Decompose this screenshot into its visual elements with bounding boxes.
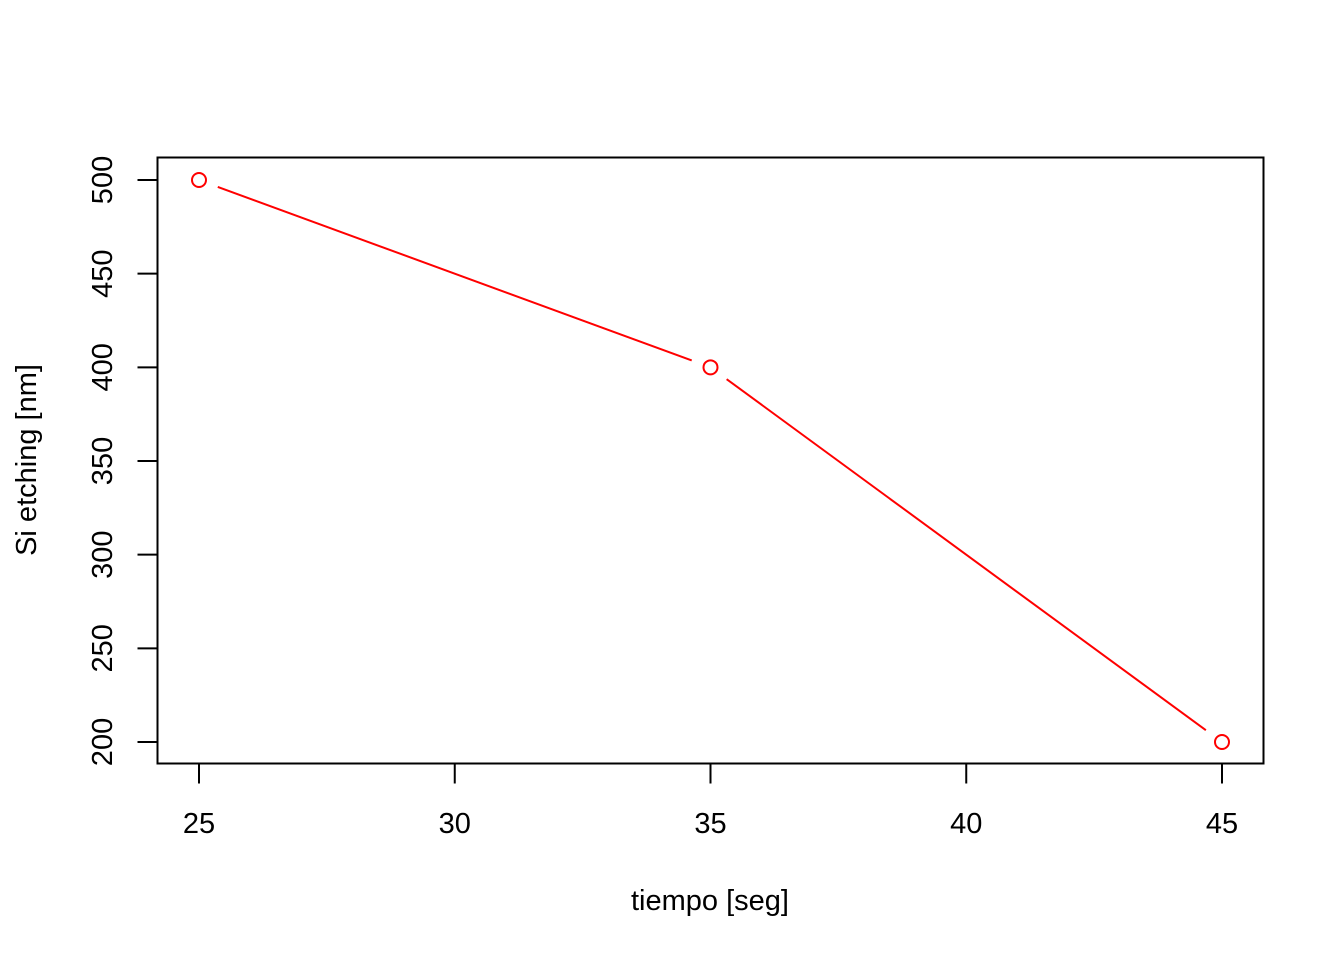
y-tick-label: 350	[87, 437, 119, 485]
y-tick-label: 300	[87, 530, 119, 578]
x-tick-label: 45	[1206, 808, 1238, 840]
y-axis-title: Si etching [nm]	[11, 364, 43, 556]
x-axis: 25 30 35 40 45	[183, 762, 1238, 840]
y-tick-label: 400	[87, 343, 119, 391]
y-tick-label: 200	[87, 718, 119, 766]
y-tick-label: 250	[87, 624, 119, 672]
data-point	[702, 359, 719, 376]
series-line-segment	[726, 378, 1207, 731]
y-tick-label: 450	[87, 249, 119, 297]
x-tick-label: 40	[950, 808, 982, 840]
x-tick-label: 35	[694, 808, 726, 840]
y-axis: 200 250 300 350 400 450 500	[87, 156, 159, 766]
x-axis-title: tiempo [seg]	[631, 885, 789, 917]
data-point	[1214, 734, 1230, 750]
data-point	[191, 172, 207, 188]
series-layer	[191, 172, 1230, 750]
x-tick-label: 25	[183, 808, 215, 840]
series-line-segment	[217, 185, 693, 362]
plot-frame	[156, 156, 1265, 765]
x-tick-label: 30	[439, 808, 471, 840]
y-tick-label: 500	[87, 156, 119, 204]
